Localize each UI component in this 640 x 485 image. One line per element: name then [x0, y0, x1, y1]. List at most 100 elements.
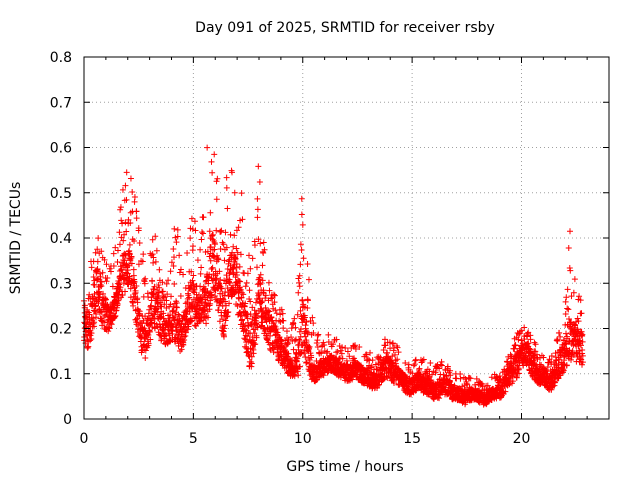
x-tick-label: 0 — [80, 431, 89, 447]
axes — [83, 56, 610, 420]
data-point — [303, 318, 310, 325]
data-point — [304, 261, 311, 268]
data-point — [118, 267, 125, 274]
data-point — [94, 276, 101, 283]
data-point — [298, 349, 305, 356]
data-point — [135, 261, 142, 268]
data-point — [579, 352, 586, 359]
data-point — [262, 304, 269, 311]
data-point — [255, 236, 262, 243]
data-point — [209, 264, 216, 271]
data-point — [270, 291, 277, 298]
data-point — [296, 363, 303, 370]
data-point — [337, 354, 344, 361]
data-point — [484, 382, 491, 389]
data-point — [298, 211, 305, 218]
data-point — [342, 345, 349, 352]
y-tick-label: 0.3 — [50, 276, 72, 292]
data-point — [368, 363, 375, 370]
data-point — [103, 278, 110, 285]
data-point — [540, 354, 547, 361]
data-point — [207, 209, 214, 216]
data-point — [206, 228, 213, 235]
data-point — [562, 298, 569, 305]
data-point — [81, 302, 88, 309]
data-point — [296, 328, 303, 335]
data-point — [156, 284, 163, 291]
data-point — [133, 282, 140, 289]
data-point — [174, 226, 181, 233]
data-point — [118, 217, 125, 224]
data-point — [213, 227, 220, 234]
data-point — [188, 318, 195, 325]
data-point — [146, 328, 153, 335]
data-point — [140, 317, 147, 324]
data-point — [254, 324, 261, 331]
data-point — [223, 244, 230, 251]
data-point — [213, 296, 220, 303]
data-point — [130, 266, 137, 273]
x-tick-label: 10 — [294, 431, 312, 447]
chart-title: Day 091 of 2025, SRMTID for receiver rsb… — [195, 20, 495, 36]
data-point — [185, 323, 192, 330]
data-point — [437, 361, 444, 368]
data-point — [168, 321, 175, 328]
data-point — [233, 272, 240, 279]
data-point — [565, 306, 572, 313]
data-point — [306, 357, 313, 364]
data-point — [530, 353, 537, 360]
data-point — [344, 348, 351, 355]
data-point — [253, 334, 260, 341]
data-point — [227, 231, 234, 238]
data-point — [117, 284, 124, 291]
data-point — [334, 348, 341, 355]
data-point — [131, 193, 138, 200]
data-point — [412, 356, 419, 363]
data-point — [285, 350, 292, 357]
data-point — [148, 303, 155, 310]
data-point — [299, 297, 306, 304]
data-point — [126, 241, 133, 248]
data-point — [181, 336, 188, 343]
data-point — [180, 324, 187, 331]
data-point — [217, 228, 224, 235]
data-point — [180, 271, 187, 278]
data-point — [389, 340, 396, 347]
data-point — [247, 265, 254, 272]
data-point — [374, 382, 381, 389]
data-point — [251, 242, 258, 249]
data-point — [513, 374, 520, 381]
data-point — [294, 311, 301, 318]
data-point — [96, 294, 103, 301]
data-point — [169, 330, 176, 337]
data-point — [473, 375, 480, 382]
data-point — [564, 286, 571, 293]
data-point — [207, 292, 214, 299]
data-point — [554, 338, 561, 345]
data-point — [265, 307, 272, 314]
data-point — [152, 233, 159, 240]
data-point — [241, 343, 248, 350]
data-point — [447, 372, 454, 379]
data-point — [462, 376, 469, 382]
data-point — [515, 336, 522, 343]
data-point — [394, 344, 401, 351]
data-point — [186, 308, 193, 315]
data-point — [384, 349, 391, 356]
data-point — [223, 272, 230, 279]
data-point — [116, 241, 123, 248]
data-point — [109, 283, 116, 290]
data-point — [129, 189, 136, 196]
data-point — [103, 261, 110, 268]
data-point — [238, 190, 245, 197]
data-point — [532, 348, 539, 355]
data-point — [259, 277, 266, 284]
data-point — [267, 345, 274, 352]
data-point — [579, 338, 586, 345]
data-point — [303, 359, 310, 366]
data-point — [259, 298, 266, 305]
data-point — [343, 357, 350, 364]
data-point — [151, 283, 158, 290]
data-point — [116, 281, 123, 288]
